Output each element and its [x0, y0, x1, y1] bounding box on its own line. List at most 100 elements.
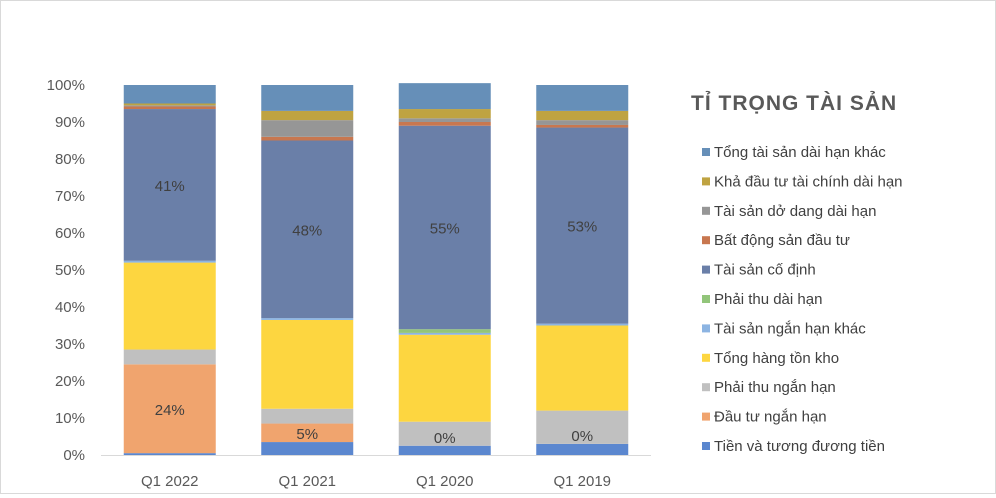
legend-item: Tài sản cố định [702, 262, 816, 279]
legend: Tổng tài sản dài hạn khác Khả đầu tư tài … [702, 144, 903, 455]
bar-segment [398, 334, 491, 422]
bar-segment [536, 85, 629, 111]
legend-label: Khả đầu tư tài chính dài hạn [714, 173, 903, 190]
legend-label: Tổng tài sản dài hạn khác [714, 144, 886, 161]
bar-segment [261, 136, 354, 141]
bar-segment [123, 262, 216, 350]
bar-segment [398, 125, 491, 330]
bar-segment [398, 83, 491, 110]
x-tick-label: Q1 2022 [141, 473, 199, 490]
bar-segment [261, 140, 354, 319]
legend-item: Phải thu ngắn hạn [702, 379, 836, 396]
bar-segment [398, 118, 491, 122]
legend-label: Tài sản ngắn hạn khác [714, 320, 866, 337]
bar-segment [261, 408, 354, 424]
legend-label: Tài sản dở dang dài hạn [714, 203, 876, 220]
legend-label: Tiền và tương đương tiền [714, 438, 885, 455]
y-axis: 0% 10% 20% 30% 40% 50% 60% 70% 80% 90% 100% [47, 77, 85, 464]
x-tick-label: Q1 2019 [553, 473, 611, 490]
bar-segment [261, 442, 354, 455]
legend-item: Phải thu dài hạn [702, 291, 822, 308]
legend-swatch [702, 324, 710, 333]
bar-segment [261, 85, 354, 111]
bar-segment [261, 110, 354, 121]
bar-segment [398, 329, 491, 333]
data-labels: 24% 41% 5% 48% 0% 55% 0% 53% [155, 178, 598, 447]
y-tick-label: 100% [47, 77, 85, 94]
y-tick-label: 60% [55, 225, 85, 242]
legend-swatch [702, 265, 710, 274]
bar-segment [123, 349, 216, 365]
y-tick-label: 70% [55, 188, 85, 205]
y-tick-label: 10% [55, 410, 85, 427]
data-label: 5% [296, 426, 318, 443]
bars [123, 83, 629, 455]
bar-segment [123, 106, 216, 110]
bar-segment [536, 124, 629, 128]
bar-segment [123, 364, 216, 454]
chart-title: TỈ TRỌNG TÀI SẢN [691, 92, 897, 115]
data-label: 0% [571, 428, 593, 445]
bar-segment [123, 109, 216, 261]
data-label: 55% [430, 220, 460, 237]
legend-label: Phải thu ngắn hạn [714, 379, 836, 396]
bar-segment [536, 325, 629, 411]
bar-segment [536, 410, 629, 444]
bar-segment [261, 319, 354, 409]
x-tick-label: Q1 2020 [416, 473, 474, 490]
legend-item: Tổng hàng tồn kho [702, 350, 839, 367]
legend-swatch [702, 442, 710, 450]
legend-swatch [702, 206, 710, 215]
legend-item: Tài sản ngắn hạn khác [702, 320, 866, 337]
legend-item: Bất động sản đầu tư [702, 232, 850, 249]
bar-segment [398, 421, 491, 446]
bar-segment [123, 105, 216, 107]
legend-label: Tổng hàng tồn kho [714, 350, 839, 367]
legend-swatch [702, 295, 710, 303]
data-label: 53% [567, 219, 597, 236]
legend-label: Đầu tư ngắn hạn [714, 409, 827, 426]
legend-swatch [702, 177, 710, 186]
legend-item: Tiền và tương đương tiền [702, 438, 885, 455]
bar-segment [398, 109, 491, 119]
bar-segment [536, 127, 629, 324]
x-tick-label: Q1 2021 [278, 473, 336, 490]
legend-swatch [702, 236, 710, 245]
legend-swatch [702, 148, 710, 156]
bar-segment [536, 120, 629, 125]
bar-segment [536, 443, 629, 455]
bar-segment [398, 332, 491, 335]
bar-segment [261, 318, 354, 320]
legend-swatch [702, 383, 710, 392]
x-axis: Q1 2022 Q1 2021 Q1 2020 Q1 2019 [101, 455, 651, 490]
bar-segment [398, 122, 491, 126]
y-tick-label: 80% [55, 151, 85, 168]
bar-segment [261, 120, 354, 137]
bar-segment [261, 423, 354, 443]
legend-swatch [702, 353, 710, 362]
legend-label: Bất động sản đầu tư [714, 232, 850, 249]
y-tick-label: 20% [55, 373, 85, 390]
legend-item: Đầu tư ngắn hạn [702, 409, 827, 426]
y-tick-label: 50% [55, 262, 85, 279]
legend-label: Phải thu dài hạn [714, 291, 822, 308]
data-label: 48% [292, 222, 322, 239]
legend-swatch [702, 412, 710, 421]
legend-item: Tài sản dở dang dài hạn [702, 203, 876, 220]
bar-segment [123, 85, 216, 104]
y-tick-label: 0% [63, 447, 85, 464]
y-tick-label: 30% [55, 336, 85, 353]
bar-segment [123, 260, 216, 263]
bar-segment [123, 453, 216, 455]
y-tick-label: 40% [55, 299, 85, 316]
bar-segment [123, 103, 216, 106]
legend-label: Tài sản cố định [714, 262, 816, 279]
data-label: 0% [434, 430, 456, 447]
bar-segment [536, 110, 629, 121]
y-tick-label: 90% [55, 114, 85, 131]
bar-segment [536, 323, 629, 326]
legend-item: Tổng tài sản dài hạn khác [702, 144, 886, 161]
data-label: 41% [155, 178, 185, 195]
